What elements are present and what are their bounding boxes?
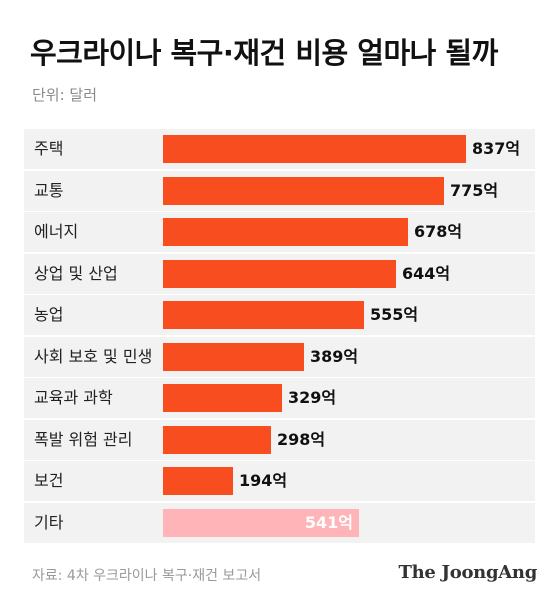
value-label: 194억 — [239, 471, 288, 490]
bar-row: 폭발 위험 관리 298억 — [24, 419, 535, 460]
category-label: 폭발 위험 관리 — [34, 429, 133, 449]
bar — [163, 176, 444, 205]
value-label: 644억 — [402, 263, 451, 283]
bar-row: 기타 541억 — [24, 502, 535, 543]
bar-row: 교육과 과학 329억 — [24, 378, 535, 418]
bar-row: 교통 775억 — [24, 170, 535, 211]
category-label: 기타 — [34, 512, 64, 532]
bar — [163, 425, 271, 454]
bar — [163, 301, 364, 329]
category-label: 사회 보호 및 민생 — [34, 346, 153, 366]
value-label: 678억 — [414, 222, 463, 241]
category-label: 주택 — [34, 139, 64, 158]
value-label: 555억 — [370, 305, 419, 324]
bar — [163, 259, 396, 288]
category-label: 농업 — [34, 305, 64, 324]
chart-title: 우크라이나 복구·재건 비용 얼마나 될까 — [30, 36, 498, 70]
value-label: 775억 — [450, 180, 499, 200]
bar — [163, 467, 233, 495]
bar — [163, 384, 282, 412]
bar-row: 주택 837억 — [24, 129, 535, 169]
category-label: 상업 및 산업 — [34, 263, 118, 283]
bar-row: 상업 및 산업 644억 — [24, 253, 535, 294]
value-label: 837억 — [472, 139, 521, 158]
unit-label: 단위: 달러 — [32, 86, 98, 104]
category-label: 보건 — [34, 471, 64, 490]
value-label: 389억 — [310, 346, 359, 366]
category-label: 교육과 과학 — [34, 388, 113, 407]
category-label: 에너지 — [34, 222, 79, 241]
bar-row: 에너지 678억 — [24, 212, 535, 252]
brand-logo: The JoongAng — [398, 562, 538, 583]
source-note: 자료: 4차 우크라이나 복구·재건 보고서 — [32, 568, 262, 584]
bar — [163, 342, 304, 371]
category-label: 교통 — [34, 180, 64, 200]
bar-row: 보건 194억 — [24, 461, 535, 501]
bar — [163, 218, 408, 246]
value-label: 298억 — [277, 429, 326, 449]
bar — [163, 508, 359, 537]
bar — [163, 135, 466, 163]
bar-row: 사회 보호 및 민생 389억 — [24, 336, 535, 377]
value-label: 541억 — [304, 512, 353, 532]
bar-row: 농업 555억 — [24, 295, 535, 335]
value-label: 329억 — [288, 388, 337, 407]
